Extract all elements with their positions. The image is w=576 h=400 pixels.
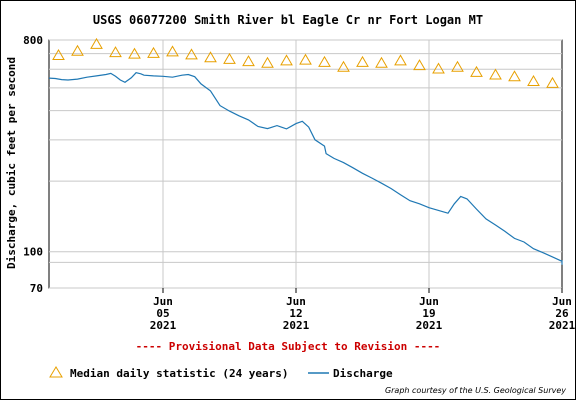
legend-discharge-label: Discharge (333, 367, 393, 380)
plot-area (48, 39, 563, 289)
legend-median-label: Median daily statistic (24 years) (70, 367, 289, 380)
median-marker (337, 60, 350, 72)
median-marker (166, 45, 179, 57)
x-tick-label-year: 2021 (416, 319, 443, 332)
x-tick-label-day: 19 (422, 307, 435, 320)
median-marker (109, 46, 122, 58)
y-tick-label: 100 (23, 246, 43, 259)
y-axis-ticks: 800 100 70 (23, 34, 43, 295)
median-marker (261, 56, 274, 68)
median-marker (451, 60, 464, 72)
x-tick-label-year: 2021 (283, 319, 310, 332)
median-marker (432, 62, 445, 74)
median-marker (489, 68, 502, 80)
legend-median-marker (49, 366, 63, 378)
plot-border (48, 39, 563, 289)
graph-credit: Graph courtesy of the U.S. Geological Su… (385, 386, 566, 395)
median-marker (508, 70, 521, 82)
median-marker (375, 56, 388, 68)
x-tick-label-day: 05 (156, 307, 169, 320)
median-series (52, 37, 559, 88)
x-tick-label-day: 12 (289, 307, 302, 320)
median-marker (52, 49, 65, 61)
median-marker (242, 55, 255, 67)
median-marker (204, 51, 217, 63)
x-tick-label-month: Jun (419, 295, 439, 308)
median-marker (90, 37, 103, 49)
median-marker (147, 46, 160, 58)
x-tick-label-month: Jun (153, 295, 173, 308)
median-marker (318, 55, 331, 67)
y-tick-label: 70 (30, 282, 43, 295)
x-tick-label-month: Jun (552, 295, 572, 308)
median-marker (71, 44, 84, 56)
median-marker (527, 74, 540, 86)
x-tick-label-month: Jun (286, 295, 306, 308)
legend: Median daily statistic (24 years) Discha… (49, 366, 393, 380)
median-marker (470, 65, 483, 77)
x-tick-label-day: 26 (555, 307, 569, 320)
y-tick-label: 800 (23, 34, 43, 47)
median-marker (223, 52, 236, 64)
provisional-notice: ---- Provisional Data Subject to Revisio… (136, 340, 441, 353)
median-marker (128, 47, 141, 59)
median-marker (394, 54, 407, 66)
discharge-series (48, 72, 563, 265)
median-marker (546, 76, 559, 88)
median-marker (356, 55, 369, 67)
median-marker (185, 48, 198, 60)
grid-lines (49, 39, 562, 289)
x-tick-label-year: 2021 (549, 319, 576, 332)
median-marker (280, 54, 293, 66)
discharge-line (48, 72, 563, 265)
y-axis-label: Discharge, cubic feet per second (5, 57, 18, 269)
median-marker (299, 53, 312, 65)
median-marker (413, 59, 426, 71)
chart-title: USGS 06077200 Smith River bl Eagle Cr nr… (93, 13, 483, 27)
x-tick-label-year: 2021 (150, 319, 177, 332)
